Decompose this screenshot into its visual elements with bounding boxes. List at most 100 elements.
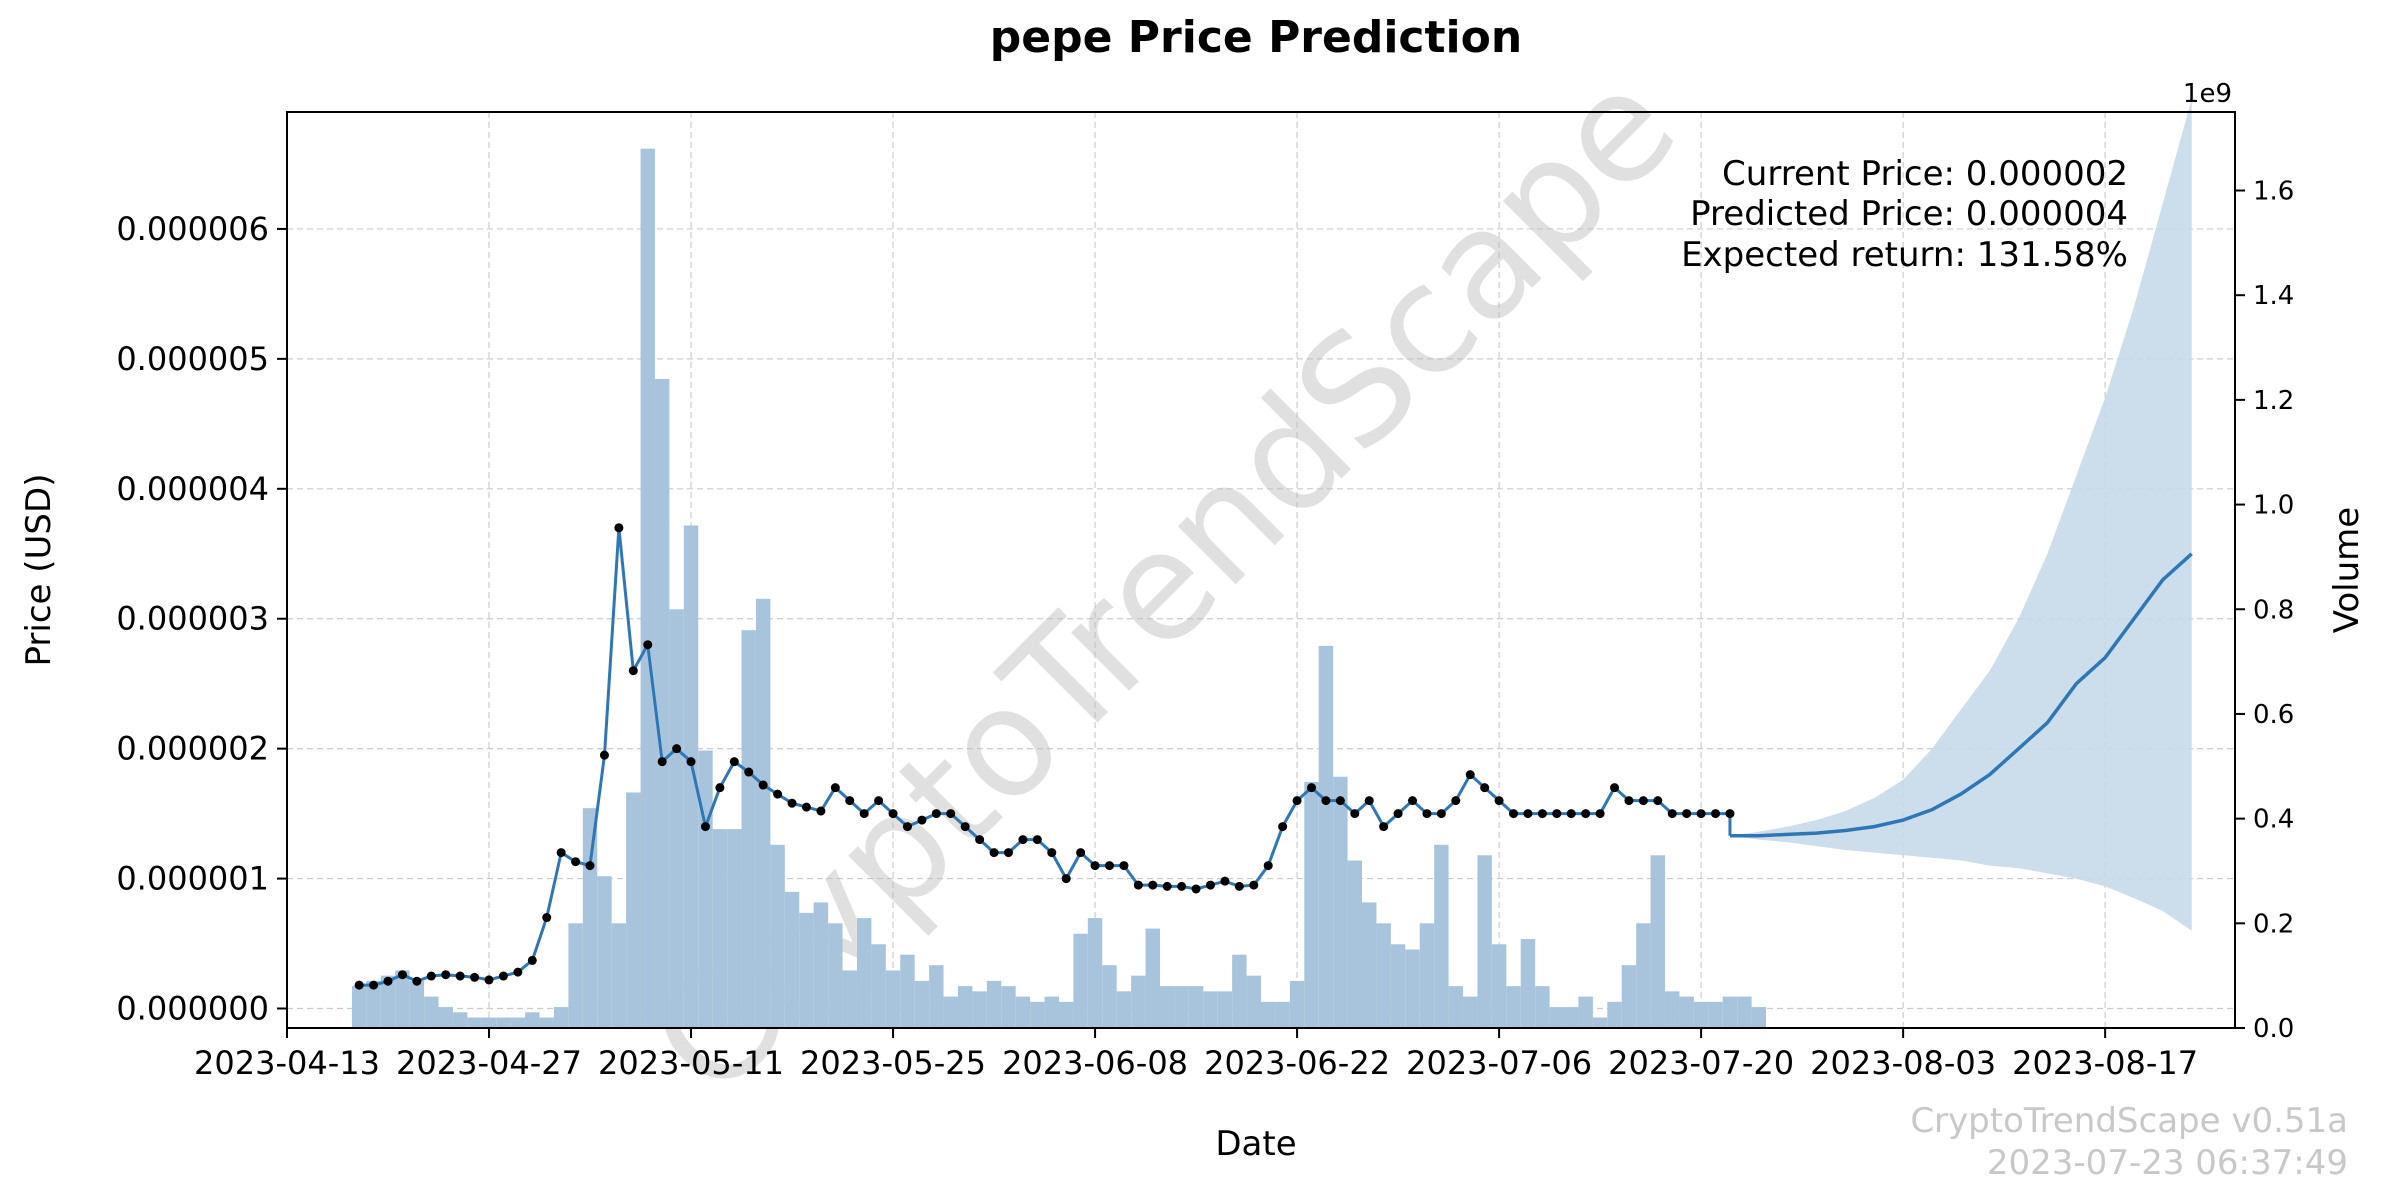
volume-bar xyxy=(698,750,713,1028)
price-point xyxy=(1307,783,1317,793)
x-tick-label: 2023-05-25 xyxy=(800,1044,986,1082)
volume-bar xyxy=(943,996,958,1028)
y-tick-label: 0.000005 xyxy=(116,340,269,378)
volume-bar xyxy=(972,991,987,1028)
x-tick-label: 2023-06-22 xyxy=(1204,1044,1390,1082)
price-point xyxy=(845,796,855,806)
volume-bar xyxy=(1188,986,1204,1028)
price-point xyxy=(1566,809,1576,819)
price-point xyxy=(354,980,364,990)
price-point xyxy=(484,975,494,985)
price-point xyxy=(369,980,379,990)
x-tick-label: 2023-08-17 xyxy=(2012,1044,2198,1082)
price-point xyxy=(1422,809,1432,819)
price-point xyxy=(1148,880,1158,890)
volume-bar xyxy=(481,1017,497,1028)
price-point xyxy=(441,970,451,980)
y2-tick-label: 1.2 xyxy=(2253,386,2294,416)
price-point xyxy=(628,666,638,676)
volume-bar xyxy=(1390,944,1406,1028)
volume-bar xyxy=(1419,923,1435,1028)
y2-tick-label: 0.8 xyxy=(2253,595,2294,625)
footer-timestamp: 2023-07-23 06:37:49 xyxy=(1987,1143,2348,1183)
price-markers xyxy=(354,523,1735,990)
price-point xyxy=(1032,835,1042,845)
price-point xyxy=(773,789,783,799)
y2-axis-label: Volume xyxy=(2327,507,2367,633)
price-point xyxy=(1119,861,1129,871)
y-axis-label: Price (USD) xyxy=(19,474,59,667)
price-point xyxy=(1393,809,1403,819)
price-point xyxy=(643,640,653,650)
price-point xyxy=(975,835,985,845)
x-tick-label: 2023-04-13 xyxy=(194,1044,380,1082)
price-point xyxy=(397,970,407,980)
price-point xyxy=(657,757,667,767)
volume-bar xyxy=(1318,645,1334,1028)
price-point xyxy=(1682,809,1692,819)
price-point xyxy=(1220,876,1230,886)
annotation-predicted-price: Predicted Price: 0.000004 xyxy=(1690,194,2128,234)
price-point xyxy=(426,971,436,981)
volume-bar xyxy=(813,902,829,1028)
price-point xyxy=(1364,796,1374,806)
forecast-band xyxy=(1730,99,2192,931)
price-point xyxy=(1494,796,1504,806)
volume-bar xyxy=(669,609,684,1028)
x-tick-label: 2023-07-20 xyxy=(1608,1044,1794,1082)
volume-bar xyxy=(1463,996,1478,1028)
volume-bar xyxy=(1434,844,1449,1028)
price-point xyxy=(1379,822,1389,832)
volume-bar xyxy=(900,954,915,1028)
price-point xyxy=(1408,796,1418,806)
y-tick-label: 0.000006 xyxy=(116,210,269,248)
price-point xyxy=(686,757,696,767)
volume-bar xyxy=(351,986,367,1028)
price-point xyxy=(498,971,508,981)
volume-bar xyxy=(755,598,771,1028)
volume-bar xyxy=(1217,991,1233,1028)
price-point xyxy=(599,750,609,760)
price-point xyxy=(700,822,710,832)
price-point xyxy=(1191,884,1201,894)
volume-bar xyxy=(1275,1001,1290,1028)
y2-tick-label: 1.0 xyxy=(2253,491,2294,521)
volume-bar xyxy=(1362,902,1377,1028)
volume-bar xyxy=(1159,986,1175,1028)
volume-bar xyxy=(856,918,872,1028)
x-tick-label: 2023-07-06 xyxy=(1406,1044,1592,1082)
plot-frame xyxy=(286,111,2236,1029)
price-point xyxy=(787,798,797,808)
volume-bar xyxy=(712,829,728,1028)
price-point xyxy=(1162,881,1172,891)
price-point xyxy=(571,857,581,867)
price-point xyxy=(758,780,768,790)
price-point xyxy=(513,967,523,977)
volume-bar xyxy=(885,970,901,1028)
price-point xyxy=(816,806,826,816)
volume-bar xyxy=(452,1012,468,1028)
y-tick-label: 0.000002 xyxy=(116,730,269,768)
volume-bar xyxy=(1477,855,1492,1028)
x-tick-label: 2023-05-11 xyxy=(598,1044,784,1082)
volume-bar xyxy=(1087,918,1103,1028)
volume-bar xyxy=(395,970,410,1028)
price-point xyxy=(1249,880,1259,890)
volume-bar xyxy=(957,986,973,1028)
volume-bar xyxy=(1708,1001,1723,1028)
volume-bar xyxy=(741,630,756,1028)
volume-bar xyxy=(784,891,800,1028)
price-point xyxy=(527,955,537,965)
price-point xyxy=(1335,796,1345,806)
price-point xyxy=(1350,809,1360,819)
volume-bar xyxy=(828,923,843,1028)
price-point xyxy=(1104,861,1114,871)
volume-bar xyxy=(1650,855,1666,1028)
price-point xyxy=(931,809,941,819)
price-point xyxy=(1725,809,1735,819)
volume-bar xyxy=(510,1017,526,1028)
volume-bar xyxy=(553,1007,569,1028)
y2-tick-label: 0.0 xyxy=(2253,1014,2294,1044)
y2-tick-label: 1.4 xyxy=(2253,281,2294,311)
